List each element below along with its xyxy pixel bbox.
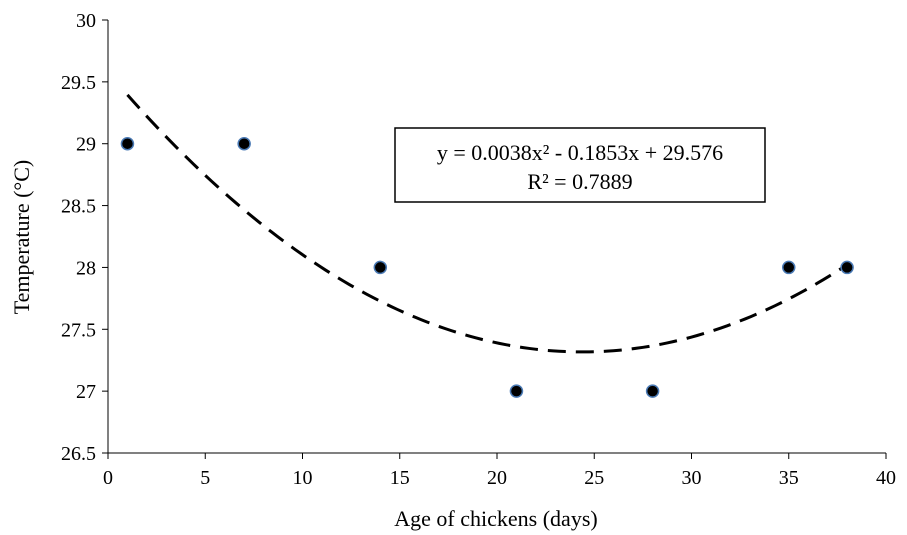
- y-tick-label: 26.5: [61, 443, 96, 465]
- x-tick-label: 35: [779, 467, 799, 489]
- x-tick-label: 20: [487, 467, 507, 489]
- data-point: [237, 136, 251, 151]
- data-point: [373, 260, 388, 275]
- data-point: [782, 260, 796, 275]
- data-points: [120, 136, 854, 398]
- x-tick-label: 10: [293, 467, 313, 489]
- data-point: [645, 384, 660, 398]
- x-tick-label: 30: [682, 467, 702, 489]
- r-squared-label: R² = 0.7889: [527, 169, 632, 194]
- data-point: [840, 260, 854, 275]
- x-axis-title: Age of chickens (days): [394, 506, 597, 531]
- y-tick-label: 27: [76, 381, 96, 403]
- x-tick-label: 40: [876, 467, 896, 489]
- y-ticks: 26.5 27 27.5 28 28.5 29 29.5 30: [61, 10, 108, 465]
- equation-box: y = 0.0038x² - 0.1853x + 29.576 R² = 0.7…: [394, 127, 766, 203]
- x-tick-label: 5: [200, 467, 210, 489]
- axes: [107, 20, 886, 454]
- y-tick-label: 28: [76, 257, 96, 279]
- x-tick-label: 25: [584, 467, 604, 489]
- x-tick-label: 0: [103, 467, 113, 489]
- x-tick-label: 15: [390, 467, 410, 489]
- data-point: [509, 384, 524, 398]
- y-tick-label: 28.5: [61, 196, 96, 218]
- data-point: [120, 136, 135, 151]
- x-ticks: 0 5 10 15 20 25 30 35 40: [103, 453, 896, 489]
- trendline: [126, 93, 848, 354]
- y-axis-title: Temperature (°C): [9, 160, 34, 314]
- y-tick-label: 29: [76, 134, 96, 156]
- y-tick-label: 29.5: [61, 72, 96, 94]
- trendline-equation: y = 0.0038x² - 0.1853x + 29.576: [437, 140, 723, 165]
- y-tick-label: 27.5: [61, 319, 96, 341]
- y-tick-label: 30: [76, 10, 96, 32]
